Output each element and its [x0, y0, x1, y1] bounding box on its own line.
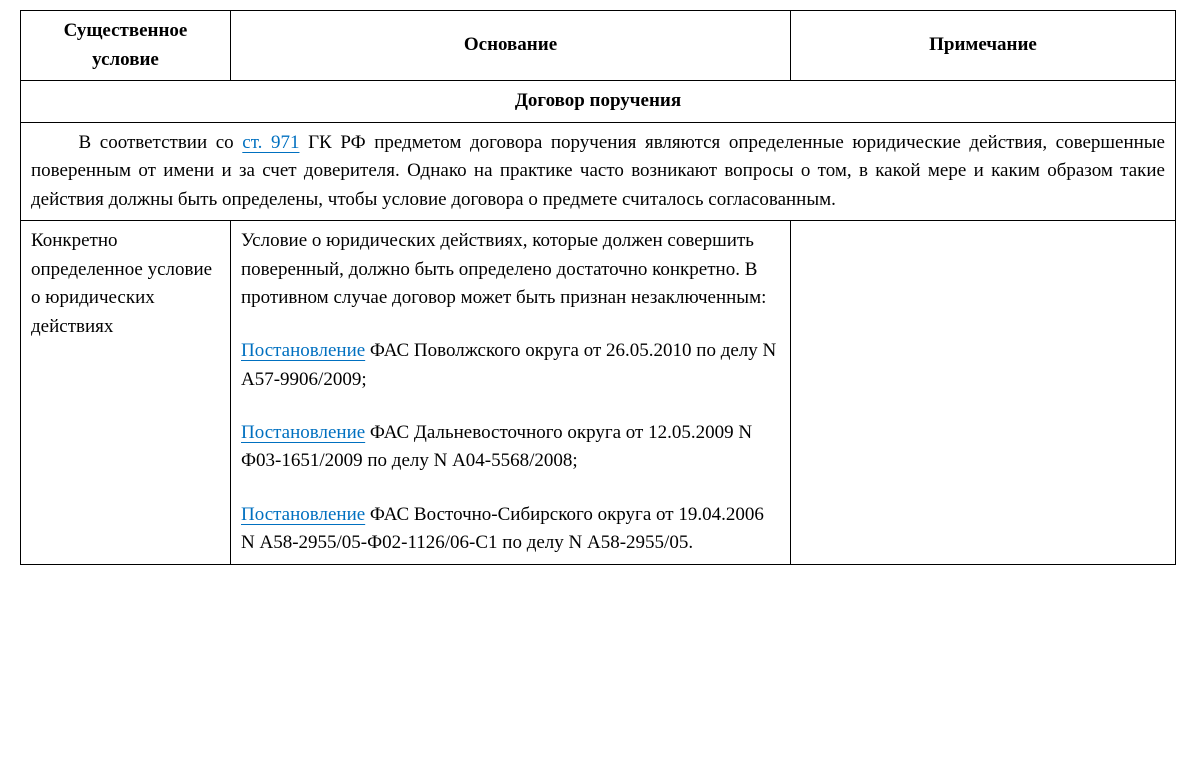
row-col2: Условие о юридических действиях, которые…: [231, 221, 791, 565]
header-col2: Основание: [231, 11, 791, 81]
intro-pre: В соответствии со: [79, 132, 243, 153]
table-header-row: Существенное условие Основание Примечани…: [21, 11, 1176, 81]
header-col3: Примечание: [791, 11, 1176, 81]
intro-law-link[interactable]: ст. 971: [242, 132, 299, 153]
col2-para4: Постановление ФАС Восточно-Сибирского ок…: [241, 501, 780, 558]
intro-cell: В соответствии со ст. 971 ГК РФ предмето…: [21, 122, 1176, 221]
header-col1: Существенное условие: [21, 11, 231, 81]
col2-para3: Постановление ФАС Дальневосточного округ…: [241, 419, 780, 476]
resolution-link-1[interactable]: Постановление: [241, 340, 365, 361]
table-row: Конкретно определенное условие о юридиче…: [21, 221, 1176, 565]
resolution-link-2[interactable]: Постановление: [241, 422, 365, 443]
row-col3: [791, 221, 1176, 565]
intro-row: В соответствии со ст. 971 ГК РФ предмето…: [21, 122, 1176, 221]
row-col1: Конкретно определенное условие о юридиче…: [21, 221, 231, 565]
essential-terms-table: Существенное условие Основание Примечани…: [20, 10, 1176, 565]
resolution-link-3[interactable]: Постановление: [241, 504, 365, 525]
section-title: Договор поручения: [21, 81, 1176, 123]
col2-para1: Условие о юридических действиях, которые…: [241, 227, 780, 313]
col2-para2: Постановление ФАС Поволжского округа от …: [241, 337, 780, 394]
section-title-row: Договор поручения: [21, 81, 1176, 123]
